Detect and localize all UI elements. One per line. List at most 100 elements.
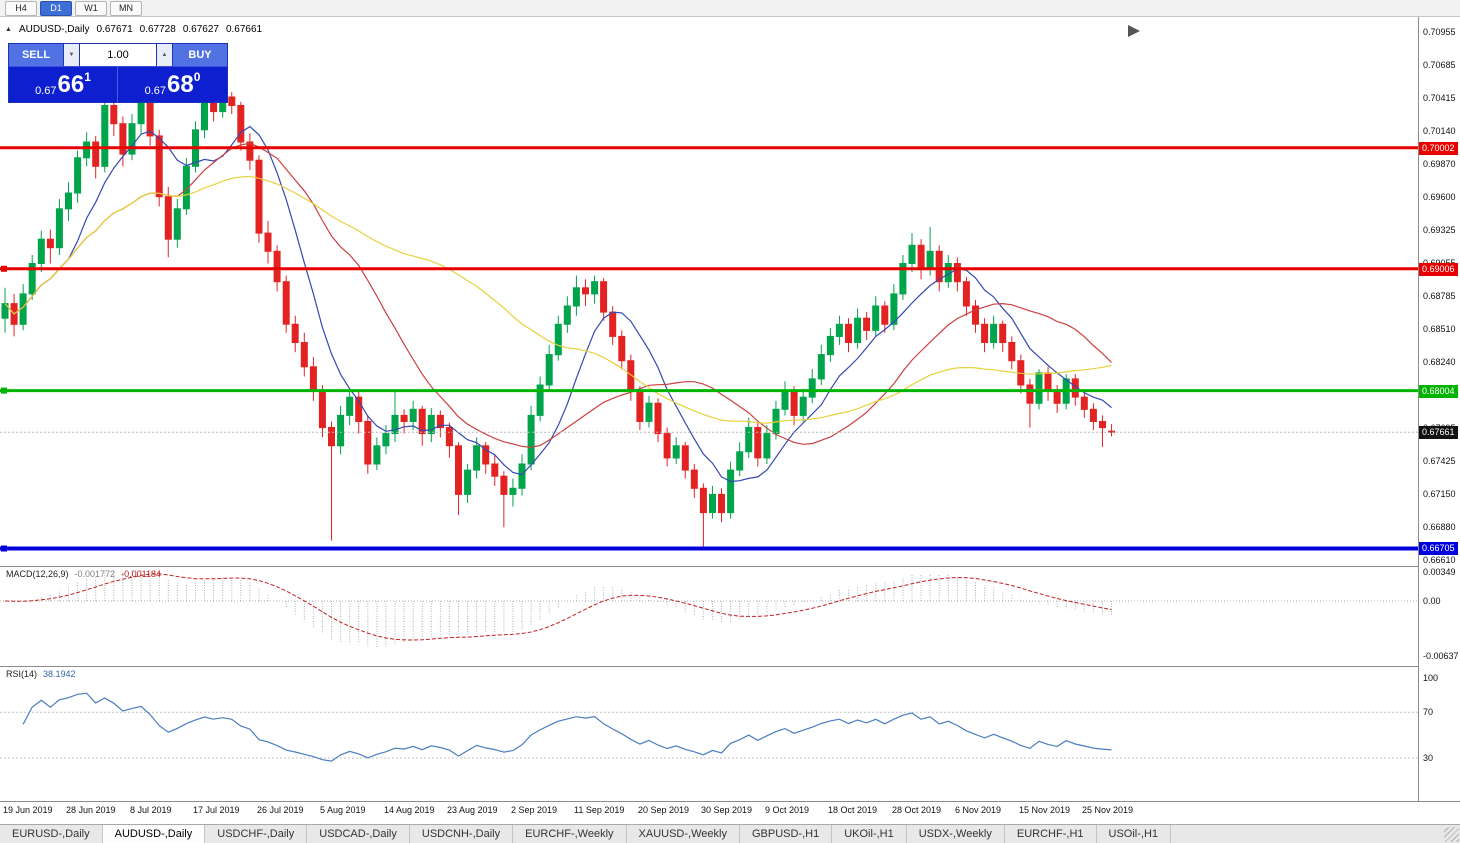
candle-body — [409, 408, 417, 422]
price-axis-label: 0.66880 — [1423, 522, 1456, 532]
tab-bar-filler — [1171, 825, 1460, 843]
candle-body — [1089, 408, 1097, 422]
buy-price-prefix: 0.67 — [144, 85, 167, 97]
chart-tab-gbpusd-h1[interactable]: GBPUSD-,H1 — [740, 825, 833, 843]
panel-separator[interactable] — [0, 566, 1460, 567]
candle-body — [246, 141, 254, 161]
price-axis[interactable]: 0.70955 0.70685 0.70415 0.70140 0.69870 0.696… — [1418, 17, 1460, 801]
candle-body — [473, 445, 481, 471]
timeframe-button-mn[interactable]: MN — [110, 0, 142, 16]
price-line-label-0.68004[interactable]: 0.68004 — [1419, 385, 1458, 398]
chart-tabs-bar: EURUSD-,Daily AUDUSD-,Daily USDCHF-,Daily U… — [0, 824, 1460, 843]
window-resize-grip[interactable] — [1444, 827, 1459, 842]
date-axis-label: 14 Aug 2019 — [384, 805, 435, 815]
candle-body — [1026, 384, 1034, 404]
volume-input[interactable]: 1.00 — [80, 44, 156, 66]
candle-body — [518, 463, 526, 489]
current-price-label: 0.67661 — [1419, 426, 1458, 439]
date-axis[interactable]: 19 Jun 2019 28 Jun 2019 8 Jul 2019 17 Jul 2… — [0, 802, 1460, 824]
candle-body — [554, 323, 562, 356]
candle-body — [92, 141, 100, 167]
date-axis-label: 9 Oct 2019 — [765, 805, 810, 815]
buy-price-display[interactable]: 0.67 68 0 — [118, 67, 227, 102]
line-anchor-marker[interactable] — [1, 387, 7, 394]
candle-body — [763, 433, 771, 459]
price-axis-label: 0.68785 — [1423, 291, 1456, 301]
buy-price-pips: 68 — [167, 71, 194, 98]
chart-tab-audusd-daily[interactable]: AUDUSD-,Daily — [102, 825, 206, 843]
candle-body — [355, 396, 363, 423]
candle-body — [373, 445, 381, 465]
candle-body — [37, 238, 45, 264]
date-axis-label: 2 Sep 2019 — [511, 805, 558, 815]
price-line-label-0.69006[interactable]: 0.69006 — [1419, 263, 1458, 276]
candle-body — [591, 281, 599, 295]
candle-body — [999, 323, 1007, 343]
candle-body — [491, 463, 499, 477]
chart-ohlc-header: ▲ AUDUSD-,Daily 0.67671 0.67728 0.67627 … — [5, 24, 262, 35]
candle-body — [899, 263, 907, 295]
chart-tab-usdx-weekly[interactable]: USDX-,Weekly — [907, 825, 1005, 843]
chart-tab-usdchf-daily[interactable]: USDCHF-,Daily — [205, 825, 308, 843]
rsi-header: RSI(14) 38.1942 — [6, 669, 76, 679]
candle-body — [736, 451, 744, 471]
collapse-panel-icon[interactable]: ▲ — [5, 26, 12, 33]
rsi-line — [22, 692, 1112, 762]
ma-line-slow — [4, 175, 1112, 424]
price-line-label-0.70002[interactable]: 0.70002 — [1419, 142, 1458, 155]
candle-body — [672, 445, 680, 459]
panel-separator — [0, 801, 1460, 802]
chart-tab-usoil-h1[interactable]: USOil-,H1 — [1097, 825, 1172, 843]
timeframe-button-h4[interactable]: H4 — [5, 0, 37, 16]
chart-tab-eurusd-daily[interactable]: EURUSD-,Daily — [0, 825, 103, 843]
candle-body — [645, 402, 653, 422]
scroll-to-end-icon[interactable] — [1128, 25, 1140, 37]
chart-tab-xauusd-weekly[interactable]: XAUUSD-,Weekly — [627, 825, 740, 843]
candle-body — [781, 390, 789, 410]
candle-body — [935, 250, 943, 283]
rsi-title: RSI(14) — [6, 669, 38, 679]
candle-body — [418, 408, 426, 435]
sell-price-prefix: 0.67 — [35, 85, 57, 97]
chart-tab-ukoil-h1[interactable]: UKOil-,H1 — [832, 825, 907, 843]
price-axis-label: 0.68510 — [1423, 324, 1456, 334]
price-chart-area[interactable] — [0, 17, 1418, 566]
line-anchor-marker[interactable] — [1, 545, 7, 552]
volume-increase-button[interactable]: ▲ — [156, 44, 173, 66]
candle-body — [455, 445, 462, 495]
chart-tab-usdcad-daily[interactable]: USDCAD-,Daily — [307, 825, 410, 843]
macd-signal-line — [4, 573, 1112, 641]
panel-separator[interactable] — [0, 666, 1460, 667]
sell-price-display[interactable]: 0.67 66 1 — [9, 67, 118, 102]
candle-body — [636, 390, 644, 423]
line-anchor-marker[interactable] — [1, 265, 7, 272]
chart-tab-usdcnh-daily[interactable]: USDCNH-,Daily — [410, 825, 514, 843]
candle-body — [146, 98, 154, 137]
timeframe-button-w1[interactable]: W1 — [75, 0, 107, 16]
macd-indicator-panel[interactable] — [0, 567, 1418, 666]
candle-body — [65, 192, 72, 210]
date-axis-label: 17 Jul 2019 — [193, 805, 240, 815]
date-axis-label: 5 Aug 2019 — [320, 805, 366, 815]
rsi-indicator-panel[interactable] — [0, 667, 1418, 801]
candle-body — [427, 414, 435, 435]
candle-body — [854, 317, 862, 344]
candle-body — [46, 238, 54, 249]
volume-decrease-button[interactable]: ▼ — [63, 44, 80, 66]
price-line-label-0.66705[interactable]: 0.66705 — [1419, 542, 1458, 555]
sell-button[interactable]: SELL — [9, 44, 63, 66]
candle-body — [863, 317, 871, 331]
timeframe-button-d1[interactable]: D1 — [40, 0, 72, 16]
candle-body — [201, 98, 208, 131]
price-axis-label: 0.70415 — [1423, 93, 1456, 103]
price-axis-label: 0.70955 — [1423, 27, 1456, 37]
chart-tab-eurchf-h1[interactable]: EURCHF-,H1 — [1005, 825, 1097, 843]
buy-button[interactable]: BUY — [173, 44, 227, 66]
candle-body — [953, 263, 961, 283]
candle-body — [382, 433, 390, 447]
candle-body — [464, 469, 472, 495]
chart-tab-eurchf-weekly[interactable]: EURCHF-,Weekly — [513, 825, 627, 843]
candle-body — [318, 390, 326, 429]
candle-body — [173, 208, 181, 240]
candle-body — [718, 493, 725, 514]
